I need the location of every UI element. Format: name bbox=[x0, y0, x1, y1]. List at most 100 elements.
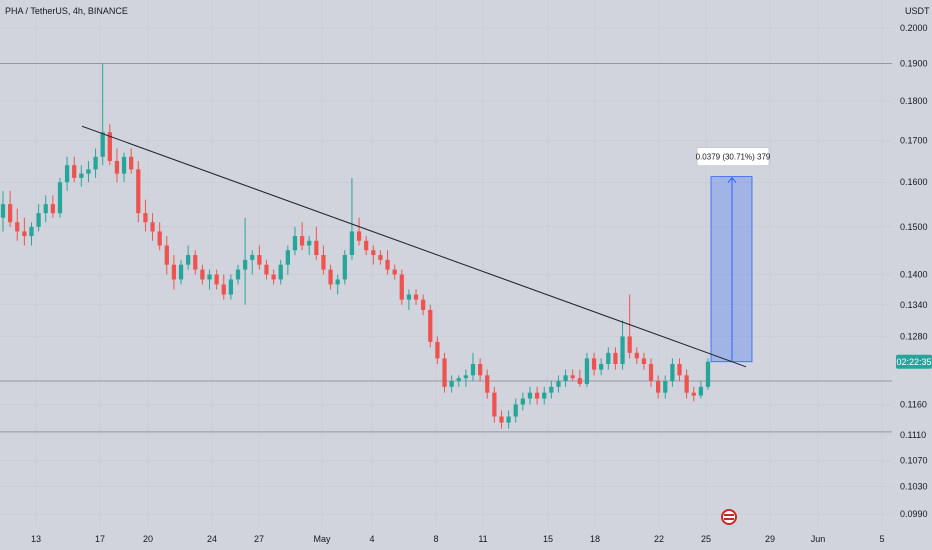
candle-body bbox=[250, 255, 255, 260]
candle-body bbox=[36, 213, 41, 227]
candle-body bbox=[634, 352, 639, 359]
candle-body bbox=[499, 416, 504, 423]
candle-body bbox=[385, 259, 390, 270]
candles bbox=[0, 63, 711, 429]
candle-body bbox=[364, 240, 369, 251]
candle-body bbox=[15, 222, 20, 232]
candle-body bbox=[399, 274, 404, 300]
x-tick-label: 24 bbox=[207, 534, 217, 544]
candle-body bbox=[207, 274, 212, 280]
currency-label: USDT bbox=[905, 6, 930, 16]
y-tick-label: 0.1030 bbox=[900, 482, 928, 492]
candle-body bbox=[349, 231, 355, 256]
y-tick-label: 0.1500 bbox=[900, 222, 928, 232]
candle-body bbox=[114, 160, 120, 174]
candle-body bbox=[435, 341, 440, 359]
candle-body bbox=[599, 363, 604, 370]
candle-body bbox=[442, 358, 447, 387]
candle-body bbox=[591, 358, 597, 370]
candle-body bbox=[314, 240, 319, 256]
candle-body bbox=[670, 363, 675, 382]
candle-body bbox=[150, 222, 155, 232]
candle-body bbox=[278, 264, 283, 280]
candle-body bbox=[342, 255, 347, 280]
x-tick-label: 15 bbox=[543, 534, 553, 544]
candle-body bbox=[235, 269, 241, 280]
chart-title: PHA / TetherUS, 4h, BINANCE bbox=[5, 6, 128, 16]
candle-body bbox=[627, 336, 632, 353]
candle-body bbox=[620, 336, 625, 364]
y-tick-label: 0.1800 bbox=[900, 96, 928, 106]
candle-body bbox=[264, 264, 269, 275]
candle-body bbox=[178, 264, 184, 280]
candle-body bbox=[22, 231, 27, 237]
candle-body bbox=[677, 363, 682, 376]
candle-body bbox=[705, 361, 711, 387]
candle-body bbox=[200, 269, 205, 280]
candle-body bbox=[606, 352, 611, 364]
y-tick-label: 0.1160 bbox=[900, 399, 927, 409]
candle-body bbox=[613, 352, 618, 364]
y-tick-label: 0.1070 bbox=[900, 455, 928, 465]
candle-body bbox=[271, 274, 276, 280]
x-tick-label: 18 bbox=[590, 534, 600, 544]
time-axis: 13 17 20 24 27 May 4 8 11 15 18 22 25 29 Jun 5 bbox=[31, 534, 885, 544]
candle-body bbox=[406, 294, 412, 300]
candle-body bbox=[164, 245, 169, 265]
candle-body bbox=[285, 250, 290, 265]
candle-body bbox=[64, 165, 70, 183]
candle-body bbox=[292, 236, 298, 251]
candle-body bbox=[193, 255, 198, 270]
candle-body bbox=[392, 269, 397, 275]
x-tick-label: 27 bbox=[254, 534, 264, 544]
candle-body bbox=[641, 358, 647, 364]
candle-body bbox=[299, 236, 305, 246]
candle-body bbox=[157, 231, 162, 246]
candle-body bbox=[527, 392, 533, 399]
x-tick-label: Jun bbox=[811, 534, 826, 544]
y-tick-label: 0.1400 bbox=[900, 270, 928, 280]
candle-body bbox=[50, 204, 55, 214]
y-tick-label: 0.0990 bbox=[900, 509, 928, 519]
candle-body bbox=[186, 255, 191, 265]
trendline bbox=[81, 125, 747, 368]
candle-body bbox=[428, 309, 433, 342]
candle-body bbox=[214, 274, 219, 285]
y-tick-label: 0.1700 bbox=[900, 135, 928, 145]
candle-body bbox=[0, 204, 6, 218]
candle-body bbox=[356, 231, 362, 241]
candle-body bbox=[449, 381, 454, 387]
y-tick-label: 0.2000 bbox=[900, 23, 928, 33]
x-tick-label: 17 bbox=[95, 534, 105, 544]
candle-body bbox=[520, 398, 525, 405]
flag-icon bbox=[721, 509, 737, 525]
grid bbox=[0, 0, 892, 528]
candle-body bbox=[684, 375, 689, 393]
x-tick-label: 8 bbox=[433, 534, 438, 544]
price-axis: 0.2000 0.1900 0.1800 0.1700 0.1600 0.1500 0.14… bbox=[900, 23, 928, 519]
trendline-line bbox=[81, 125, 747, 368]
candle-body bbox=[556, 381, 561, 387]
candle-body bbox=[542, 392, 547, 399]
candle-body bbox=[492, 392, 497, 417]
x-tick-label: May bbox=[313, 534, 331, 544]
y-tick-label: 0.1110 bbox=[900, 430, 926, 440]
candle-body bbox=[506, 416, 511, 423]
measure-label: 0.0379 (30.71%) 379 bbox=[696, 153, 771, 162]
y-tick-label: 0.1280 bbox=[900, 331, 928, 341]
candle-body bbox=[691, 392, 696, 396]
candle-body bbox=[477, 363, 483, 376]
candle-body bbox=[335, 279, 340, 285]
candle-body bbox=[171, 264, 177, 280]
measure-label-box bbox=[696, 147, 770, 166]
candle-body bbox=[307, 240, 312, 246]
candle-body bbox=[463, 375, 469, 379]
candle-body bbox=[143, 213, 148, 223]
x-tick-label: 13 bbox=[31, 534, 41, 544]
current-price-badge: 02:22:35 bbox=[896, 354, 932, 369]
y-tick-label: 0.1600 bbox=[900, 177, 928, 187]
y-tick-label: 0.1340 bbox=[900, 300, 928, 310]
x-tick-label: 11 bbox=[478, 534, 487, 544]
candle-body bbox=[456, 378, 461, 382]
